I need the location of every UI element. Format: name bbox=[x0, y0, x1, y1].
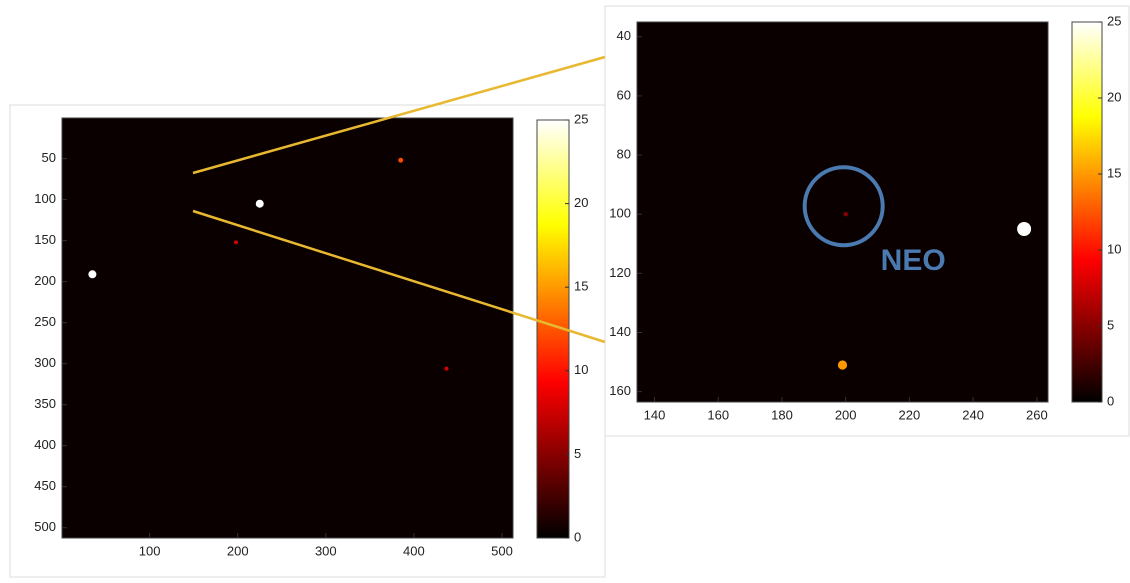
x-tick-label: 180 bbox=[771, 407, 793, 422]
figure: 1002003004005005010015020025030035040045… bbox=[0, 0, 1130, 578]
x-tick-label: 160 bbox=[707, 407, 729, 422]
x-tick-label: 200 bbox=[227, 543, 249, 558]
colorbar-tick-label: 10 bbox=[1107, 241, 1121, 256]
x-tick-label: 300 bbox=[315, 543, 337, 558]
y-tick-label: 100 bbox=[609, 206, 631, 221]
y-tick-label: 120 bbox=[609, 265, 631, 280]
source bbox=[88, 270, 96, 278]
colorbar-tick-label: 5 bbox=[1107, 317, 1114, 332]
x-tick-label: 260 bbox=[1026, 407, 1048, 422]
x-tick-label: 220 bbox=[899, 407, 921, 422]
image-area bbox=[62, 118, 513, 538]
y-tick-label: 60 bbox=[617, 87, 631, 102]
image-area bbox=[637, 22, 1048, 402]
y-tick-label: 140 bbox=[609, 324, 631, 339]
colorbar-tick-label: 25 bbox=[1107, 13, 1121, 28]
y-tick-label: 500 bbox=[34, 519, 56, 534]
x-tick-label: 500 bbox=[491, 543, 513, 558]
y-tick-label: 80 bbox=[617, 147, 631, 162]
source bbox=[1017, 222, 1031, 236]
x-tick-label: 100 bbox=[139, 543, 161, 558]
panel-1: 140 160 180 200 220 240 260 40 60 80 100 120 140 160 0… bbox=[609, 13, 1121, 422]
y-tick-label: 50 bbox=[42, 150, 56, 165]
y-tick-label: 40 bbox=[617, 28, 631, 43]
annotation-label: NEO bbox=[881, 244, 946, 277]
y-tick-label: 250 bbox=[34, 314, 56, 329]
colorbar-tick-label: 10 bbox=[574, 362, 588, 377]
y-tick-label: 160 bbox=[609, 383, 631, 398]
source bbox=[234, 240, 238, 244]
source bbox=[256, 200, 264, 208]
y-tick-label: 300 bbox=[34, 355, 56, 370]
y-tick-label: 200 bbox=[34, 273, 56, 288]
source bbox=[838, 360, 847, 369]
x-tick-label: 140 bbox=[644, 407, 666, 422]
y-tick-label: 350 bbox=[34, 396, 56, 411]
colorbar-tick-label: 15 bbox=[1107, 165, 1121, 180]
colorbar-tick-label: 0 bbox=[1107, 393, 1114, 408]
colorbar-tick-label: 25 bbox=[574, 111, 588, 126]
y-tick-label: 150 bbox=[34, 232, 56, 247]
colorbar-tick-label: 20 bbox=[574, 195, 588, 210]
x-tick-label: 240 bbox=[962, 407, 984, 422]
source bbox=[398, 158, 403, 163]
colorbar-tick-label: 15 bbox=[574, 279, 588, 294]
source bbox=[843, 212, 847, 216]
source bbox=[445, 367, 449, 371]
colorbar-tick-label: 0 bbox=[574, 529, 581, 544]
x-tick-label: 400 bbox=[403, 543, 425, 558]
y-tick-label: 100 bbox=[34, 191, 56, 206]
y-tick-label: 450 bbox=[34, 478, 56, 493]
colorbar-tick-label: 20 bbox=[1107, 89, 1121, 104]
colorbar bbox=[1072, 22, 1102, 402]
y-tick-label: 400 bbox=[34, 437, 56, 452]
colorbar-tick-label: 5 bbox=[574, 446, 581, 461]
x-tick-label: 200 bbox=[835, 407, 857, 422]
